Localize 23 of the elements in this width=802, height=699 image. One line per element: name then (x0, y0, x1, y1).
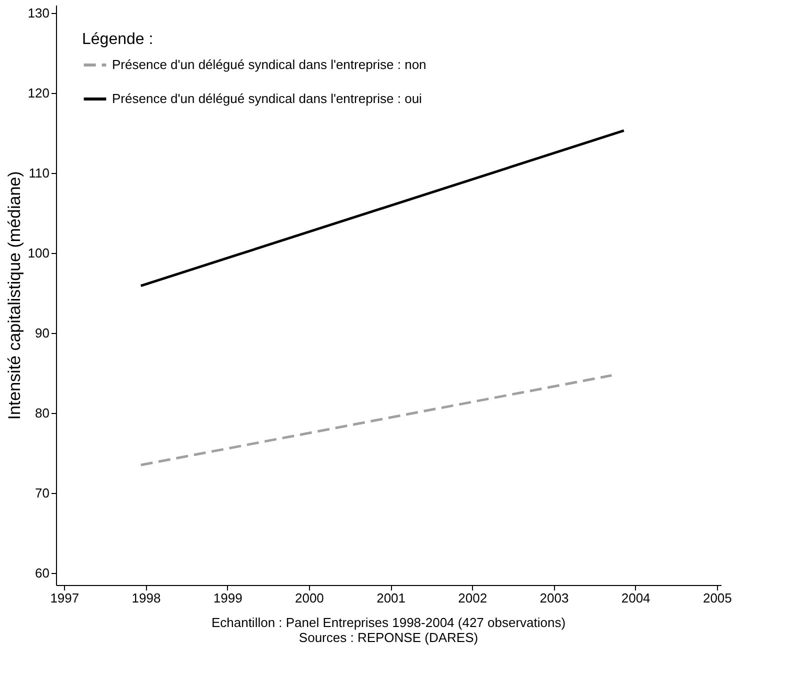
legend-title: Légende : (82, 31, 154, 48)
x-tick-label: 2004 (621, 590, 650, 606)
y-tick-label: 110 (28, 166, 50, 180)
x-tick-label: 1997 (50, 590, 80, 606)
y-tick-label: 80 (35, 406, 50, 420)
text: Echantillon : Panel Entreprises 1998-2004 (427 observations) (211, 615, 566, 630)
x-tick-label: 2000 (294, 590, 324, 606)
source-note: Sources : REPONSE (DARES) (298, 630, 478, 645)
y-tick-label: 120 (28, 86, 50, 100)
x-tick-label: 1999 (213, 590, 242, 606)
y-tick-label: 70 (35, 486, 50, 500)
legend-label: Présence d'un délégué syndical dans l'entreprise : non (112, 57, 426, 72)
y-tick-label: 90 (35, 326, 50, 340)
x-tick-label: 2003 (540, 590, 569, 606)
legend-label: Présence d'un délégué syndical dans l'entreprise : oui (112, 91, 422, 106)
y-tick-label: 60 (35, 566, 50, 580)
x-tick-label: 1998 (132, 590, 161, 606)
y-tick-label: 100 (28, 246, 50, 260)
y-tick-label: 130 (28, 6, 50, 20)
y-axis-title: Intensité capitalistique (médiane) (4, 171, 24, 420)
x-tick-label: 2005 (702, 590, 732, 606)
x-tick-label: 2002 (458, 590, 488, 606)
x-tick-label: 2001 (376, 590, 406, 606)
